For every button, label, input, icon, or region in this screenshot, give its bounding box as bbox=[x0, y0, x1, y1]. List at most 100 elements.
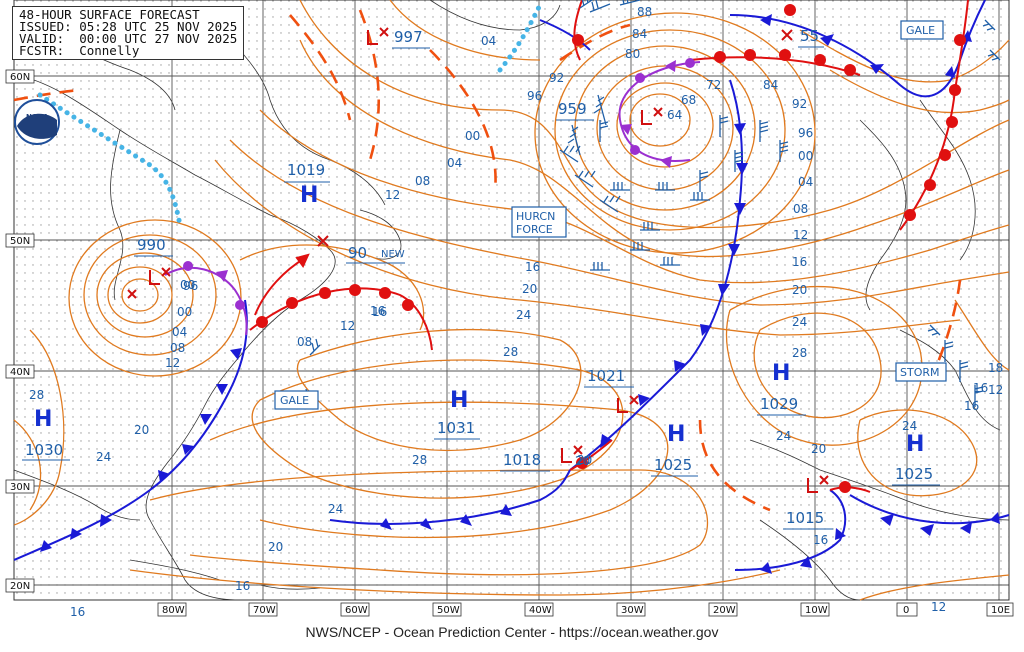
high-pressure-value: 1031 bbox=[437, 419, 475, 437]
isobar-label: 04 bbox=[481, 34, 496, 48]
isobar-label: 20 bbox=[811, 442, 826, 456]
isobar-label: 08 bbox=[793, 202, 808, 216]
isobar-label: 16 bbox=[370, 304, 385, 318]
isobar-label: 12 bbox=[340, 319, 355, 333]
footer-credit: NWS/NCEP - Ocean Prediction Center - htt… bbox=[305, 624, 719, 640]
isobar-label: 20 bbox=[575, 454, 590, 468]
isobar-label: 16 bbox=[964, 399, 979, 413]
isobar-label: 84 bbox=[632, 27, 647, 41]
lat-label: 50N bbox=[10, 236, 30, 247]
isobar-label: 04 bbox=[447, 156, 462, 170]
isobar-label: 24 bbox=[792, 315, 807, 329]
warm-front-bumps bbox=[256, 4, 966, 493]
lon-label: 80W bbox=[162, 605, 185, 616]
isobar-label: 16 bbox=[235, 579, 250, 593]
isobar-label: 20 bbox=[577, 453, 592, 467]
isobar-label: 96 bbox=[183, 279, 198, 293]
isobar-label: 24 bbox=[776, 429, 791, 443]
new-low-pressure: 90 bbox=[348, 244, 367, 262]
high-center-letter: H bbox=[667, 422, 685, 447]
lon-label: 0 bbox=[903, 605, 909, 616]
lon-label: 50W bbox=[437, 605, 460, 616]
lat-label: 20N bbox=[10, 581, 30, 592]
cold-front-barbs bbox=[40, 14, 1000, 574]
isobar-label: 04 bbox=[172, 325, 187, 339]
issued-time: ISSUED: 05:28 UTC 25 NOV 2025 bbox=[19, 19, 238, 34]
high-pressure-value: 1025 bbox=[895, 465, 933, 483]
lon-label: 40W bbox=[529, 605, 552, 616]
longitude-labels: 80W 70W 60W 50W 40W 30W 20W 10W 0 10E bbox=[157, 602, 1014, 617]
isobar-label: 24 bbox=[902, 419, 917, 433]
lon-label: 60W bbox=[345, 605, 368, 616]
storm-track bbox=[254, 253, 310, 316]
noaa-logo-text: NOAA bbox=[26, 113, 49, 121]
isobar-label: 92 bbox=[792, 97, 807, 111]
isobar-label: 72 bbox=[706, 78, 721, 92]
isobar-label: 68 bbox=[681, 93, 696, 107]
isobar-label: 00 bbox=[180, 278, 195, 292]
isobar-label: 00 bbox=[177, 305, 192, 319]
isobar-label: 20 bbox=[792, 283, 807, 297]
isobar-label: 24 bbox=[328, 502, 343, 516]
isobar-label: 92 bbox=[549, 71, 564, 85]
low-pressure-value: 1015 bbox=[786, 509, 824, 527]
isobar-label: 96 bbox=[798, 126, 813, 140]
warning-label-line2: FORCE bbox=[516, 223, 553, 236]
forecaster-name: FCSTR: Connelly bbox=[19, 43, 140, 58]
isobar-label: 16 bbox=[813, 533, 828, 547]
high-center-letter: H bbox=[450, 388, 468, 413]
isobar-label: 16 bbox=[372, 305, 387, 319]
wind-barbs bbox=[299, 0, 1001, 407]
ice-edge bbox=[37, 2, 543, 228]
isobar-labels: 04 00 96 92 88 84 80 72 68 64 84 92 96 0… bbox=[29, 5, 1003, 619]
isobar-label: 28 bbox=[503, 345, 518, 359]
isobars bbox=[13, 0, 1010, 601]
low-pressure-value: 990 bbox=[137, 236, 166, 254]
high-center-letter: H bbox=[34, 407, 52, 432]
high-center-letter: H bbox=[300, 183, 318, 208]
isobar-label: 20 bbox=[134, 423, 149, 437]
high-pressure-value: 1030 bbox=[25, 441, 63, 459]
warning-label-line1: HURCN bbox=[516, 210, 555, 223]
isobar-label: 20 bbox=[268, 540, 283, 554]
noaa-logo: NOAA bbox=[14, 99, 60, 145]
warning-label: STORM bbox=[900, 366, 940, 379]
low-pressure-value: 997 bbox=[394, 28, 423, 46]
warning-label: GALE bbox=[906, 24, 935, 37]
isobar-label: 96 bbox=[527, 89, 542, 103]
warning-boxes: GALE HURCN FORCE GALE STORM bbox=[274, 20, 947, 410]
isobar-label: 16 bbox=[70, 605, 85, 619]
lon-label: 10E bbox=[991, 605, 1010, 616]
isobar-label: 16 bbox=[792, 255, 807, 269]
isobar-label: 12 bbox=[165, 356, 180, 370]
high-pressure-value: 1025 bbox=[654, 456, 692, 474]
latitude-labels: 60N 50N 40N 30N 20N bbox=[5, 69, 35, 593]
isobar-label: 28 bbox=[792, 346, 807, 360]
new-low-tag: NEW bbox=[381, 249, 405, 260]
isobar-label: 08 bbox=[297, 335, 312, 349]
valid-time: VALID: 00:00 UTC 27 NOV 2025 bbox=[19, 31, 238, 46]
isobar-label: 00 bbox=[798, 149, 813, 163]
low-centers bbox=[127, 27, 829, 493]
occluded-symbols bbox=[183, 58, 695, 310]
forecast-title: 48-HOUR SURFACE FORECAST bbox=[19, 7, 200, 22]
isobar-label: 04 bbox=[798, 175, 813, 189]
low-pressure-value: 1018 bbox=[503, 451, 541, 469]
isobar-label: 12 bbox=[793, 228, 808, 242]
isobar-label: 00 bbox=[465, 129, 480, 143]
isobar-label: 84 bbox=[763, 78, 778, 92]
low-pressure-value: 1021 bbox=[587, 367, 625, 385]
lat-label: 60N bbox=[10, 72, 30, 83]
isobar-label: 08 bbox=[170, 341, 185, 355]
isobar-label: 12 bbox=[385, 188, 400, 202]
high-pressure-value: 1019 bbox=[287, 161, 325, 179]
isobar-label: 24 bbox=[96, 450, 111, 464]
isobar-label: 24 bbox=[516, 308, 531, 322]
forecast-header: 48-HOUR SURFACE FORECAST ISSUED: 05:28 U… bbox=[12, 6, 245, 60]
low-pressure-value: 55 bbox=[800, 27, 819, 45]
isobar-label: 08 bbox=[415, 174, 430, 188]
lat-label: 40N bbox=[10, 367, 30, 378]
high-center-letter: H bbox=[906, 432, 924, 457]
isobar-label: 64 bbox=[667, 108, 682, 122]
